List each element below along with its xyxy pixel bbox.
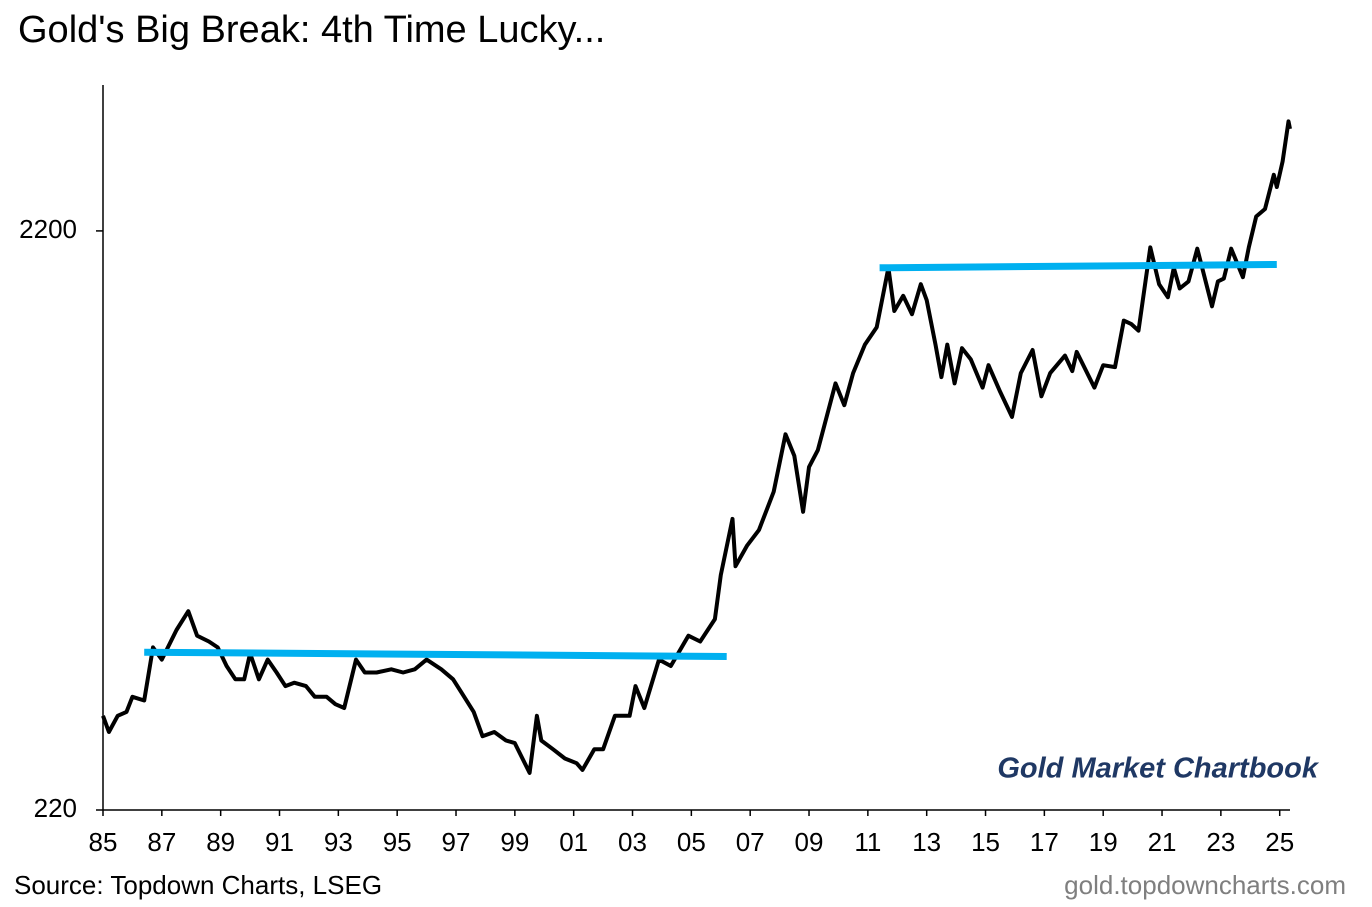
- x-tick-label: 95: [383, 827, 412, 857]
- source: Source: Topdown Charts, LSEG: [14, 870, 382, 900]
- y-tick-label: 220: [34, 793, 77, 823]
- x-tick-label: 85: [89, 827, 118, 857]
- x-tick-label: 91: [265, 827, 294, 857]
- x-tick-label: 01: [559, 827, 588, 857]
- x-tick-label: 97: [442, 827, 471, 857]
- x-tick-label: 13: [912, 827, 941, 857]
- x-tick-label: 09: [795, 827, 824, 857]
- x-tick-label: 93: [324, 827, 353, 857]
- price-line: [101, 119, 1292, 775]
- resistance-line: [144, 648, 727, 660]
- x-tick-label: 21: [1148, 827, 1177, 857]
- x-tick-label: 11: [854, 827, 881, 857]
- x-tick-label: 25: [1265, 827, 1294, 857]
- x-tick-label: 19: [1089, 827, 1118, 857]
- x-tick-label: 17: [1030, 827, 1059, 857]
- x-tick-label: 05: [677, 827, 706, 857]
- x-tick-label: 07: [736, 827, 765, 857]
- x-tick-label: 99: [500, 827, 529, 857]
- y-tick-label: 2200: [19, 214, 77, 244]
- x-tick-label: 87: [147, 827, 176, 857]
- watermark: Gold Market Chartbook: [997, 753, 1320, 785]
- chart-title: Gold's Big Break: 4th Time Lucky...: [18, 9, 605, 51]
- x-tick-label: 15: [971, 827, 1000, 857]
- x-tick-label: 89: [206, 827, 235, 857]
- x-tick-label: 03: [618, 827, 647, 857]
- x-tick-label: 23: [1206, 827, 1235, 857]
- resistance-line: [879, 261, 1277, 272]
- website: gold.topdowncharts.com: [1064, 870, 1346, 900]
